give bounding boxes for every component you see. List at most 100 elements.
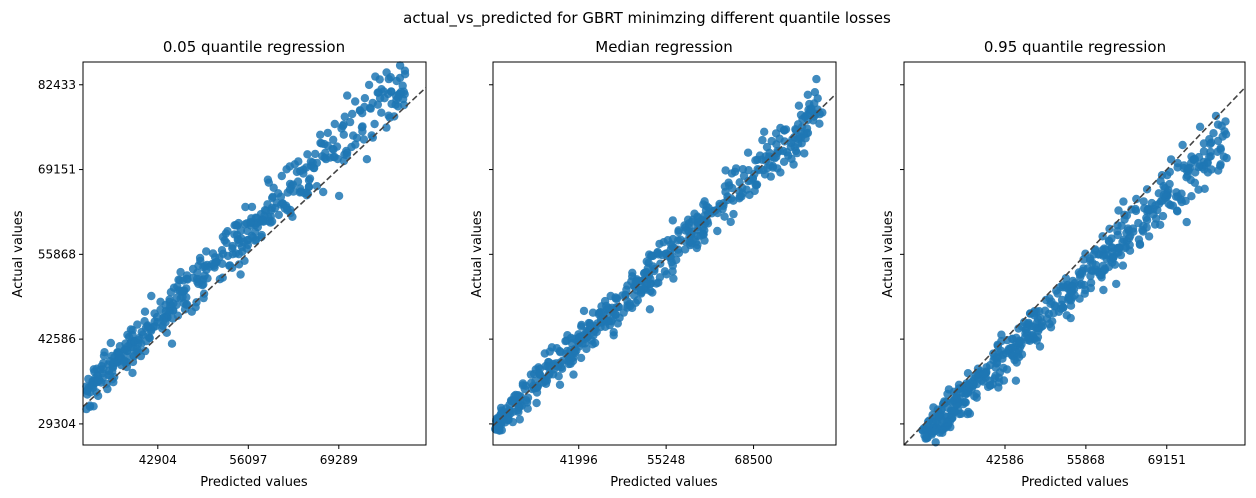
scatter-point (1086, 271, 1095, 281)
scatter-point (360, 102, 369, 112)
scatter-point (564, 359, 573, 369)
scatter-point (1194, 162, 1203, 172)
scatter-point (1058, 283, 1068, 292)
scatter-point (364, 80, 374, 90)
scatter-point (323, 128, 332, 138)
scatter-point (182, 300, 191, 309)
scatter-point (1187, 192, 1196, 201)
scatter-point (965, 379, 974, 388)
scatter-point (258, 216, 267, 226)
scatter-point (329, 135, 338, 144)
scatter-point (147, 291, 156, 301)
scatter-point (1178, 140, 1187, 150)
scatter-point (375, 94, 385, 103)
scatter-point (668, 261, 677, 270)
scatter-point (803, 115, 812, 125)
scatter-point (497, 426, 506, 435)
x-tick-label-3: 69289 (320, 453, 358, 467)
scatter-point (277, 171, 286, 181)
scatter-point (371, 72, 380, 81)
scatter-point (1217, 121, 1226, 131)
scatter-point (179, 286, 188, 296)
scatter-point (266, 212, 275, 221)
scatter-point (221, 229, 231, 238)
scatter-point (1151, 214, 1161, 223)
scatter-point (1206, 152, 1215, 161)
scatter-point (563, 331, 572, 340)
scatter-point (173, 282, 182, 291)
scatter-point (124, 332, 134, 342)
scatter-point (1134, 235, 1144, 244)
scatter-point (94, 375, 103, 385)
scatter-point (330, 119, 339, 129)
scatter-point (97, 362, 106, 371)
scatter-point (1011, 376, 1021, 385)
scatter-point (1108, 254, 1118, 263)
scatter-point (129, 351, 138, 360)
scatter-point (167, 339, 177, 348)
figure-title: actual_vs_predicted for GBRT minimzing d… (403, 9, 891, 28)
scatter-point (950, 407, 959, 416)
scatter-point (100, 348, 109, 357)
x-tick-label-1: 41996 (560, 453, 598, 467)
scatter-point (257, 230, 266, 240)
scatter-point (1203, 168, 1213, 177)
scatter-point (696, 231, 705, 240)
subplot-3-ylabel: Actual values (881, 210, 896, 297)
scatter-point (289, 187, 298, 196)
scatter-point (555, 380, 565, 389)
scatter-point (1131, 206, 1141, 216)
subplot-3-reference-line (903, 86, 1246, 446)
scatter-point (1209, 129, 1218, 138)
scatter-point (292, 167, 302, 177)
scatter-point (576, 353, 586, 363)
scatter-point (577, 322, 586, 331)
scatter-point (812, 74, 821, 84)
y-tick-label-1: 29304 (38, 417, 76, 431)
scatter-point (218, 259, 227, 268)
scatter-point (1134, 218, 1143, 228)
scatter-point (1166, 155, 1176, 164)
scatter-point (239, 237, 248, 247)
scatter-point (539, 378, 548, 387)
scatter-point (791, 146, 801, 156)
scatter-point (1024, 320, 1034, 329)
y-tick-label-2: 42586 (38, 332, 76, 346)
scatter-point (771, 129, 781, 138)
scatter-point (241, 202, 250, 212)
subplot-2-xlabel: Predicted values (610, 475, 718, 490)
scatter-point (152, 312, 162, 322)
scatter-point (328, 144, 337, 154)
scatter-point (246, 217, 255, 227)
scatter-point (957, 409, 966, 418)
subplot-1: 0.05 quantile regression Predicted value… (11, 38, 427, 490)
scatter-point (991, 363, 1000, 372)
scatter-point (523, 404, 532, 413)
x-tick-label-2: 56097 (229, 453, 267, 467)
scatter-point (1125, 240, 1134, 250)
scatter-point (1108, 243, 1117, 252)
scatter-point (176, 267, 185, 277)
subplot-2-y-axis (489, 84, 493, 425)
scatter-point (208, 249, 218, 258)
scatter-point (930, 426, 940, 436)
scatter-point (321, 154, 331, 164)
scatter-point (222, 238, 231, 248)
scatter-point (1126, 231, 1135, 241)
scatter-point (312, 182, 322, 191)
subplot-1-xlabel: Predicted values (200, 475, 308, 490)
scatter-point (1214, 166, 1223, 175)
scatter-point (182, 274, 191, 283)
scatter-point (1158, 211, 1168, 221)
scatter-point (687, 239, 696, 248)
scatter-point (1066, 313, 1075, 323)
scatter-point (128, 357, 138, 367)
scatter-point (627, 277, 636, 286)
subplot-1-x-axis: 42904 56097 69289 (139, 445, 358, 467)
scatter-point (1139, 197, 1148, 206)
scatter-point (579, 306, 589, 316)
y-tick-label-4: 69151 (38, 163, 76, 177)
scatter-point (1213, 147, 1222, 156)
scatter-point (1177, 189, 1186, 198)
scatter-point (1032, 336, 1041, 345)
